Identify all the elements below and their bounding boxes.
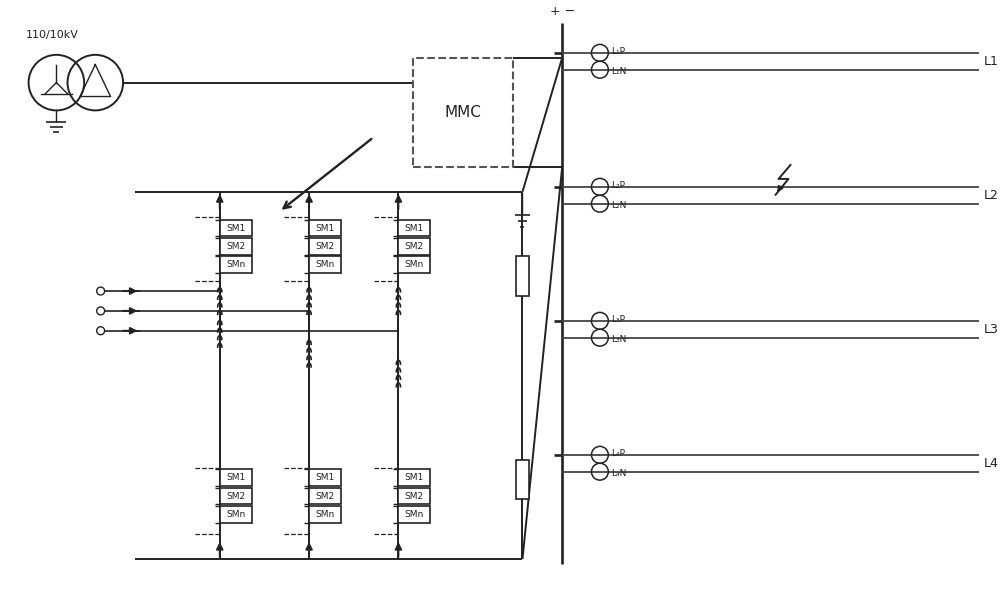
Bar: [220, 256, 252, 273]
Bar: [309, 506, 341, 523]
Bar: [398, 256, 430, 273]
Bar: [398, 488, 430, 504]
Bar: [516, 256, 529, 296]
Text: SMn: SMn: [315, 260, 335, 269]
Bar: [309, 469, 341, 486]
Bar: [413, 58, 513, 167]
Text: SM1: SM1: [226, 224, 245, 232]
Text: SM1: SM1: [405, 473, 424, 482]
Bar: [516, 460, 529, 499]
Text: SM1: SM1: [315, 473, 335, 482]
Bar: [309, 256, 341, 273]
Bar: [309, 488, 341, 504]
Text: L₃P: L₃P: [611, 315, 625, 324]
Text: 110/10kV: 110/10kV: [26, 30, 79, 40]
Bar: [220, 238, 252, 255]
Text: SMn: SMn: [405, 510, 424, 519]
Text: SMn: SMn: [226, 260, 245, 269]
Text: L₂N: L₂N: [611, 201, 626, 210]
Text: L₃N: L₃N: [611, 335, 626, 344]
Text: L₄P: L₄P: [611, 449, 625, 458]
Text: MMC: MMC: [444, 105, 481, 120]
Bar: [220, 488, 252, 504]
Text: SM1: SM1: [315, 224, 335, 232]
Bar: [398, 238, 430, 255]
Text: SM2: SM2: [315, 492, 335, 501]
Text: L3: L3: [984, 323, 999, 336]
Text: SM2: SM2: [315, 242, 335, 251]
Text: SM2: SM2: [405, 242, 424, 251]
Text: SM1: SM1: [405, 224, 424, 232]
Text: SMn: SMn: [315, 510, 335, 519]
Text: SM1: SM1: [226, 473, 245, 482]
Bar: [220, 469, 252, 486]
Bar: [309, 238, 341, 255]
Text: + −: + −: [550, 5, 575, 18]
Text: SM2: SM2: [226, 242, 245, 251]
Bar: [398, 469, 430, 486]
Text: L₄N: L₄N: [611, 468, 626, 477]
Bar: [309, 219, 341, 237]
Bar: [220, 219, 252, 237]
Text: SMn: SMn: [226, 510, 245, 519]
Text: SM2: SM2: [405, 492, 424, 501]
Text: L₂P: L₂P: [611, 181, 625, 190]
Text: SM2: SM2: [226, 492, 245, 501]
Bar: [220, 506, 252, 523]
Text: L₁P: L₁P: [611, 47, 625, 56]
Text: L4: L4: [984, 457, 999, 470]
Bar: [398, 219, 430, 237]
Text: L2: L2: [984, 189, 999, 202]
Text: L1: L1: [984, 55, 999, 68]
Text: L₁N: L₁N: [611, 67, 626, 76]
Text: SMn: SMn: [405, 260, 424, 269]
Bar: [398, 506, 430, 523]
